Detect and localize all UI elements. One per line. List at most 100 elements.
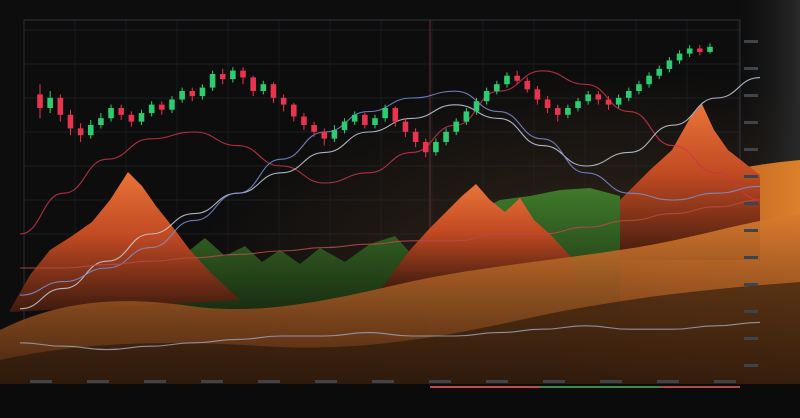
candle-body — [189, 91, 196, 97]
candle-body — [250, 77, 256, 91]
y-tick-mark — [744, 337, 758, 340]
candle-body — [77, 128, 84, 136]
candle-body — [473, 101, 480, 112]
candle-body — [128, 114, 135, 122]
candlestick-series — [37, 43, 713, 158]
candle — [331, 125, 338, 142]
x-tick-mark — [372, 380, 394, 383]
y-tick-mark — [744, 94, 758, 97]
candle — [87, 119, 94, 139]
candle — [707, 43, 713, 54]
candle — [138, 109, 145, 125]
candle-body — [646, 75, 652, 85]
x-tick-mark — [87, 380, 109, 383]
x-tick-mark — [201, 380, 223, 383]
candle-body — [37, 94, 43, 108]
candle-body — [443, 131, 449, 142]
candle — [544, 96, 551, 114]
candle — [595, 91, 602, 105]
candle — [686, 45, 693, 57]
candle — [575, 97, 581, 112]
candle-body — [118, 108, 125, 115]
y-tick-mark — [744, 256, 758, 259]
candle — [554, 104, 561, 122]
candle-body — [707, 46, 713, 52]
candle-body — [270, 84, 277, 98]
y-axis-ticks — [744, 40, 758, 367]
candle-body — [240, 70, 246, 78]
candle-body — [463, 111, 470, 122]
y-tick-mark — [744, 229, 758, 232]
candle — [189, 87, 196, 102]
candle-body — [280, 97, 287, 105]
candle — [443, 128, 449, 146]
candle-body — [585, 94, 591, 102]
candle — [534, 85, 541, 105]
candle — [402, 118, 409, 137]
candle-body — [260, 84, 267, 91]
candle — [199, 84, 206, 100]
candle — [321, 128, 328, 146]
y-tick-mark — [744, 202, 758, 205]
candle-body — [219, 74, 226, 80]
candle — [47, 91, 53, 114]
candle-body — [179, 91, 185, 100]
candle — [636, 80, 642, 95]
x-tick-mark — [429, 380, 451, 383]
candle-body — [656, 68, 663, 76]
candle-body — [47, 97, 53, 108]
candle — [646, 72, 652, 88]
candle-body — [615, 97, 622, 105]
candle-body — [362, 114, 368, 125]
candle — [585, 91, 591, 105]
indicator-line-5 — [19, 321, 761, 351]
candle-body — [331, 130, 338, 139]
candle — [514, 70, 520, 85]
candle — [483, 87, 490, 105]
x-tick-mark — [486, 380, 508, 383]
candle — [301, 113, 307, 131]
candle-body — [351, 114, 358, 122]
candle — [260, 80, 267, 95]
candle-body — [67, 114, 74, 129]
candle-body — [402, 121, 409, 132]
candle-body — [605, 99, 612, 105]
candle-body — [575, 101, 581, 108]
y-tick-mark — [744, 121, 758, 124]
x-tick-mark — [144, 380, 166, 383]
candle — [128, 111, 135, 127]
y-tick-mark — [744, 40, 758, 43]
candle-body — [554, 108, 561, 115]
candle-body — [341, 121, 348, 131]
candle-body — [595, 94, 602, 100]
candle-body — [453, 121, 460, 132]
candle-body — [321, 131, 328, 139]
candle-body — [87, 125, 94, 136]
y-tick-mark — [744, 67, 758, 70]
candle-body — [290, 104, 297, 117]
candle-body — [108, 108, 114, 119]
indicator-lines — [19, 70, 761, 351]
candle-body — [666, 60, 673, 69]
candle — [179, 87, 185, 103]
indicator-line-4 — [20, 199, 761, 269]
candle — [676, 50, 683, 64]
x-tick-mark — [30, 380, 52, 383]
candle-body — [676, 53, 683, 61]
candle — [412, 128, 419, 148]
candle — [351, 111, 358, 125]
indicator-line-3 — [19, 90, 761, 296]
candle-body — [524, 80, 531, 90]
candle-body — [483, 91, 490, 102]
y-tick-mark — [744, 364, 758, 367]
candle — [625, 87, 632, 102]
candle-body — [686, 48, 693, 54]
candle-body — [98, 118, 104, 125]
candle — [159, 101, 165, 115]
candle — [341, 118, 348, 134]
candle-body — [534, 89, 541, 100]
candle — [615, 94, 622, 108]
candle — [169, 96, 175, 114]
